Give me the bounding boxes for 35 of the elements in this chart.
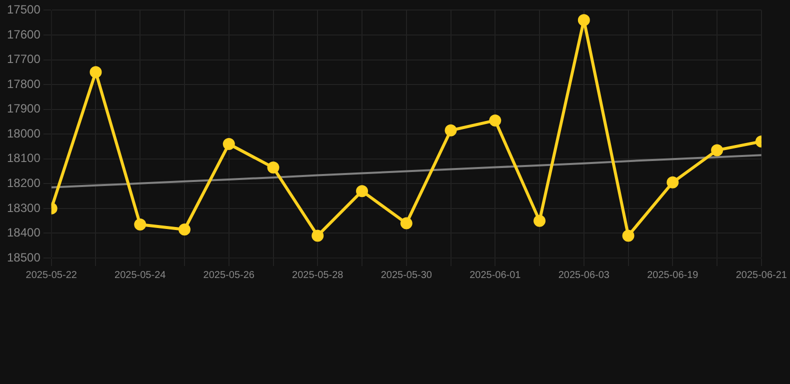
point (134, 218, 146, 231)
point (312, 230, 324, 242)
point (711, 144, 724, 156)
y-tick-label: 18200 (6, 176, 41, 190)
point (666, 176, 679, 188)
point (578, 14, 590, 26)
x-tick-label: 2025-06-21 (736, 270, 788, 281)
y-tick-label: 17900 (6, 102, 41, 116)
point (90, 66, 102, 78)
y-tick-label: 18000 (6, 126, 41, 140)
point (356, 185, 368, 198)
point (622, 230, 634, 242)
y-tick-label: 17700 (6, 52, 41, 66)
y-tick-label: 18400 (6, 226, 41, 240)
x-tick-label: 2025-05-30 (380, 270, 432, 281)
point (534, 214, 546, 227)
point (178, 224, 191, 236)
y-tick-label: 17600 (6, 27, 41, 42)
y-tick-label: 17800 (6, 76, 41, 91)
x-tick-label: 2025-05-24 (114, 270, 166, 281)
x-tick-label: 2025-05-22 (26, 270, 78, 281)
point (267, 162, 280, 174)
x-tick-label: 2025-05-28 (292, 270, 344, 281)
y-tick-label: 17500 (6, 2, 41, 17)
point (489, 114, 502, 126)
y-tick-label: 18100 (6, 151, 41, 166)
point (400, 217, 412, 230)
y-tick-label: 18500 (6, 250, 41, 264)
x-tick-label: 2025-06-19 (647, 270, 699, 281)
x-tick-label: 2025-06-01 (470, 270, 522, 281)
point (222, 138, 235, 150)
y-tick-label: 18300 (6, 200, 41, 215)
x-tick-label: 2025-06-03 (558, 270, 610, 281)
point (444, 124, 457, 136)
x-tick-label: 2025-05-26 (203, 270, 255, 281)
